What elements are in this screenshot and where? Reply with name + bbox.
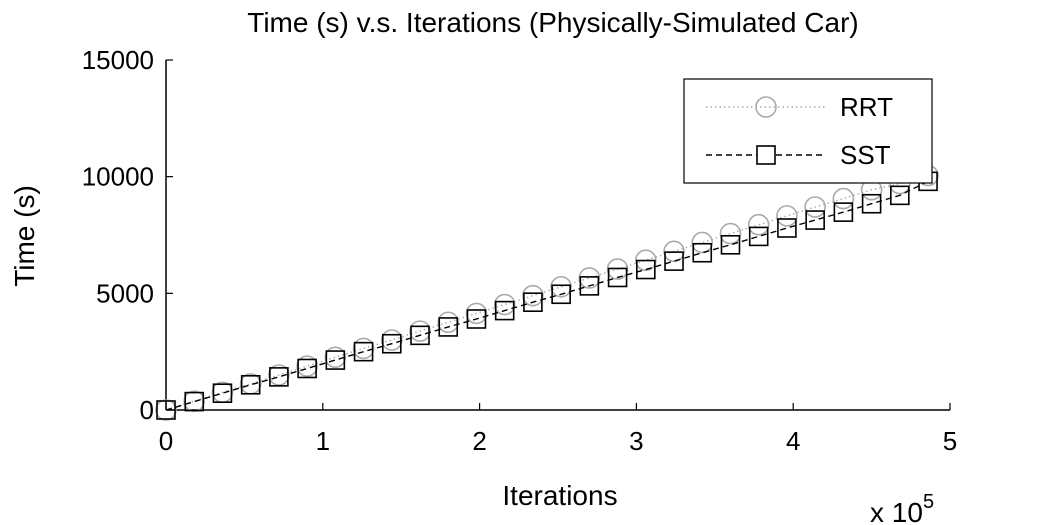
series-rrt <box>155 164 939 421</box>
data-point-sst <box>607 267 628 288</box>
x-tick-label: 5 <box>943 426 957 456</box>
data-point-sst <box>240 374 261 395</box>
x-tick-label: 1 <box>316 426 330 456</box>
axes <box>165 60 950 411</box>
legend-marker-rrt <box>755 96 777 118</box>
data-point-sst <box>664 251 684 271</box>
data-point-sst <box>184 391 205 412</box>
y-tick-label: 10000 <box>82 162 154 192</box>
legend-label-rrt: RRT <box>840 92 893 122</box>
data-point-sst <box>353 341 374 362</box>
x-axis-label: Iterations <box>502 480 617 511</box>
data-point-rrt <box>465 302 488 325</box>
data-point-sst <box>748 226 769 247</box>
data-point-sst <box>297 358 317 379</box>
y-tick-label: 0 <box>140 395 154 425</box>
x-tick-label: 0 <box>159 426 173 456</box>
data-point-sst <box>410 325 430 346</box>
data-point-rrt <box>747 213 770 236</box>
x-tick-label: 4 <box>786 426 800 456</box>
data-point-rrt <box>719 222 742 245</box>
data-point-sst <box>720 235 741 255</box>
data-point-sst <box>579 276 600 296</box>
legend-box <box>683 78 933 184</box>
y-axis-ticks: 0 5000 10000 15000 <box>82 45 173 425</box>
data-point-sst <box>692 242 713 263</box>
data-point-sst <box>636 259 656 280</box>
x-axis-multiplier-base: x 10 <box>870 497 923 525</box>
data-point-rrt <box>239 373 262 395</box>
series-line-sst <box>165 180 929 411</box>
legend-entry-sst: SST <box>706 140 891 170</box>
legend-marker-sst <box>756 145 776 165</box>
data-point-sst <box>269 367 289 387</box>
legend: RRT SST <box>683 78 933 184</box>
data-point-sst <box>494 300 515 321</box>
series-layer <box>155 164 939 421</box>
data-point-rrt <box>606 258 629 280</box>
data-point-sst <box>438 317 459 337</box>
y-axis-label: Time (s) <box>9 185 40 287</box>
data-point-rrt <box>493 293 516 316</box>
data-point-rrt <box>409 320 431 342</box>
data-point-sst <box>861 193 882 214</box>
data-point-rrt <box>352 337 375 360</box>
legend-entry-rrt: RRT <box>706 92 893 122</box>
data-point-rrt <box>155 399 177 421</box>
data-point-rrt <box>183 390 206 412</box>
data-point-rrt <box>380 329 403 351</box>
y-tick-label: 5000 <box>96 278 154 308</box>
data-point-sst <box>833 202 854 222</box>
data-point-sst <box>212 383 233 404</box>
series-sst <box>156 171 938 420</box>
chart-title: Time (s) v.s. Iterations (Physically-Sim… <box>247 7 858 38</box>
data-point-sst <box>805 210 825 230</box>
x-axis-ticks: 0 1 2 3 4 5 <box>159 403 957 456</box>
legend-label-sst: SST <box>840 140 891 170</box>
data-point-rrt <box>776 205 798 227</box>
data-point-sst <box>551 284 571 305</box>
x-axis-multiplier: x 105 <box>870 491 934 525</box>
x-tick-label: 2 <box>472 426 486 456</box>
data-point-sst <box>156 400 176 420</box>
data-point-sst <box>466 309 487 329</box>
data-point-rrt <box>663 240 685 263</box>
y-tick-label: 15000 <box>82 45 154 75</box>
data-point-sst <box>325 350 346 370</box>
data-point-rrt <box>635 249 657 272</box>
data-point-rrt <box>550 275 572 298</box>
data-point-rrt <box>691 231 714 254</box>
data-point-rrt <box>268 364 290 386</box>
x-axis-multiplier-exponent: 5 <box>923 491 934 513</box>
data-point-rrt <box>296 355 318 377</box>
data-point-sst <box>777 218 797 238</box>
data-point-rrt <box>832 187 855 210</box>
x-tick-label: 3 <box>629 426 643 456</box>
data-point-rrt <box>324 346 347 369</box>
data-point-rrt <box>804 196 826 218</box>
data-point-sst <box>890 185 910 206</box>
data-point-rrt <box>437 311 460 334</box>
data-point-rrt <box>522 284 544 307</box>
data-point-sst <box>381 333 402 354</box>
data-point-rrt <box>578 267 601 289</box>
data-point-sst <box>523 292 543 313</box>
